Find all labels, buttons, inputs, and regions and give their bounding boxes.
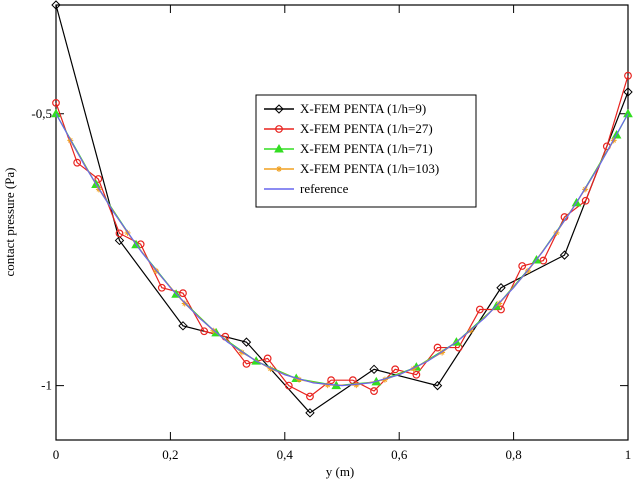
- marker: [370, 387, 378, 395]
- marker: [275, 125, 283, 133]
- marker: [51, 108, 61, 118]
- marker: [439, 349, 446, 356]
- marker: [242, 359, 251, 368]
- marker: [210, 327, 217, 334]
- marker: [467, 327, 474, 334]
- x-axis-label: y (m): [326, 464, 355, 479]
- marker: [114, 235, 125, 246]
- marker: [267, 365, 274, 372]
- marker: [276, 166, 282, 172]
- marker: [581, 196, 590, 205]
- x-tick-label: 1: [625, 447, 632, 462]
- marker: [433, 343, 442, 352]
- marker: [353, 382, 360, 389]
- marker: [94, 175, 103, 183]
- marker: [73, 158, 82, 167]
- marker: [284, 381, 293, 390]
- marker: [115, 229, 124, 238]
- marker: [518, 262, 527, 270]
- marker: [51, 0, 61, 10]
- marker: [178, 321, 188, 331]
- marker: [412, 370, 421, 379]
- marker: [306, 392, 314, 401]
- marker: [475, 305, 484, 314]
- marker: [157, 283, 166, 292]
- marker: [296, 376, 303, 383]
- marker: [324, 382, 331, 389]
- series-line: [55, 4, 629, 414]
- marker: [623, 108, 633, 118]
- x-tick-label: 0,2: [162, 447, 178, 462]
- series: [55, 113, 629, 387]
- series-line: [55, 113, 629, 387]
- marker: [381, 376, 388, 383]
- series: [51, 0, 633, 418]
- marker: [327, 376, 336, 385]
- marker: [274, 143, 284, 153]
- marker: [369, 364, 379, 375]
- marker: [241, 337, 252, 347]
- y-axis-label: contact pressure (Pa): [2, 167, 17, 276]
- legend-label: X-FEM PENTA (1/h=27): [300, 121, 433, 136]
- marker: [410, 365, 417, 372]
- marker: [539, 256, 548, 265]
- marker: [305, 408, 315, 418]
- legend-label: X-FEM PENTA (1/h=9): [300, 101, 426, 116]
- x-tick-label: 0,4: [277, 447, 294, 462]
- marker: [624, 71, 632, 80]
- legend-label: reference: [300, 181, 349, 196]
- marker: [52, 98, 60, 107]
- y-tick-label: -0,5: [31, 106, 52, 121]
- marker: [391, 365, 400, 374]
- y-tick-label: -1: [41, 378, 52, 393]
- marker: [432, 380, 443, 391]
- marker: [179, 289, 187, 298]
- x-tick-label: 0,6: [391, 447, 408, 462]
- marker: [238, 349, 245, 356]
- marker: [274, 104, 284, 114]
- legend-label: X-FEM PENTA (1/h=103): [300, 161, 439, 176]
- marker: [559, 250, 570, 260]
- marker: [496, 283, 506, 293]
- plot-frame: [55, 4, 629, 441]
- x-tick-label: 0: [53, 447, 60, 462]
- legend-label: X-FEM PENTA (1/h=71): [300, 141, 433, 156]
- marker: [263, 354, 272, 363]
- marker: [623, 87, 633, 97]
- x-tick-label: 0,8: [505, 447, 521, 462]
- legend: X-FEM PENTA (1/h=9) X-FEM PENTA (1/h=27) X…: [255, 94, 477, 208]
- marker: [200, 327, 209, 336]
